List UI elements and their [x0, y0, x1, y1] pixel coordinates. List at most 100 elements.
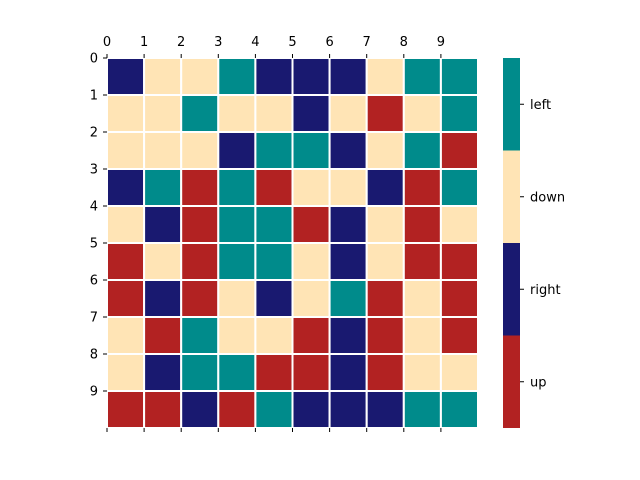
heatmap-cell-r9-c4	[254, 390, 294, 429]
heatmap-cell-r7-c1	[143, 316, 183, 355]
colorbar-label-up: up	[530, 375, 547, 390]
heatmap-cell-r4-c9	[439, 205, 479, 244]
heatmap-cell-r4-c2	[180, 205, 220, 244]
heatmap-cell-r1-c6	[328, 94, 368, 133]
x-tick-label: 1	[140, 35, 148, 50]
x-tick-label: 5	[288, 35, 296, 50]
heatmap-cell-r1-c1	[143, 94, 183, 133]
heatmap-cell-r5-c9	[439, 242, 479, 281]
heatmap-cell-r6-c5	[291, 279, 331, 318]
heatmap-cell-r4-c6	[328, 205, 368, 244]
heatmap-cell-r2-c7	[365, 131, 405, 170]
heatmap-cell-r9-c2	[180, 390, 220, 429]
heatmap-cell-r7-c7	[365, 316, 405, 355]
heatmap-cell-r7-c5	[291, 316, 331, 355]
heatmap-cell-r0-c1	[143, 57, 183, 96]
heatmap-cell-r2-c4	[254, 131, 294, 170]
heatmap-cell-r7-c3	[217, 316, 257, 355]
heatmap-cell-r5-c1	[143, 242, 183, 281]
heatmap-cells	[106, 57, 479, 429]
heatmap-cell-r3-c9	[439, 168, 479, 207]
heatmap-cell-r2-c0	[106, 131, 146, 170]
heatmap-cell-r2-c9	[439, 131, 479, 170]
y-tick-label: 1	[90, 89, 98, 104]
heatmap-cell-r4-c3	[217, 205, 257, 244]
heatmap-cell-r0-c6	[328, 57, 368, 96]
heatmap-cell-r0-c4	[254, 57, 294, 96]
heatmap-cell-r0-c0	[106, 57, 146, 96]
colorbar-legend: left down right up	[503, 58, 565, 428]
heatmap-cell-r7-c2	[180, 316, 220, 355]
x-tick-label: 2	[177, 35, 185, 50]
colorbar-segment-right	[503, 243, 520, 336]
heatmap-cell-r3-c2	[180, 168, 220, 207]
y-tick-label: 5	[90, 237, 98, 252]
heatmap-cell-r6-c6	[328, 279, 368, 318]
heatmap-cell-r2-c1	[143, 131, 183, 170]
heatmap-cell-r7-c0	[106, 316, 146, 355]
heatmap-cell-r1-c9	[439, 94, 479, 133]
heatmap-cell-r0-c8	[402, 57, 442, 96]
heatmap-cell-r5-c6	[328, 242, 368, 281]
heatmap-cell-r7-c6	[328, 316, 368, 355]
colorbar-segment-up	[503, 335, 520, 428]
heatmap-cell-r5-c3	[217, 242, 257, 281]
heatmap-cell-r6-c1	[143, 279, 183, 318]
heatmap-cell-r9-c0	[106, 390, 146, 429]
heatmap-cell-r3-c8	[402, 168, 442, 207]
heatmap-cell-r0-c7	[365, 57, 405, 96]
heatmap-cell-r1-c4	[254, 94, 294, 133]
heatmap-cell-r8-c4	[254, 353, 294, 392]
x-tick-label: 8	[400, 35, 408, 50]
heatmap-cell-r4-c5	[291, 205, 331, 244]
y-tick-label: 4	[90, 200, 98, 215]
heatmap-cell-r6-c0	[106, 279, 146, 318]
y-tick-label: 2	[90, 126, 98, 141]
heatmap-axes: 0 1 2 3 4 5 6 7 8 9 0 1 2 3 4 5 6 7 8 9	[90, 35, 445, 432]
heatmap-cell-r3-c0	[106, 168, 146, 207]
y-tick-label: 6	[90, 274, 98, 289]
heatmap-cell-r9-c5	[291, 390, 331, 429]
heatmap-cell-r3-c7	[365, 168, 405, 207]
heatmap-cell-r5-c4	[254, 242, 294, 281]
heatmap-cell-r7-c8	[402, 316, 442, 355]
colorbar-segment-left	[503, 58, 520, 151]
x-tick-label: 0	[103, 35, 111, 50]
heatmap-cell-r8-c8	[402, 353, 442, 392]
y-tick-label: 0	[90, 52, 98, 67]
heatmap-cell-r2-c5	[291, 131, 331, 170]
colorbar-label-down: down	[530, 190, 565, 205]
heatmap-cell-r3-c4	[254, 168, 294, 207]
heatmap-cell-r8-c9	[439, 353, 479, 392]
heatmap-cell-r9-c7	[365, 390, 405, 429]
heatmap-cell-r6-c8	[402, 279, 442, 318]
x-tick-label: 9	[437, 35, 445, 50]
heatmap-cell-r1-c0	[106, 94, 146, 133]
heatmap-cell-r1-c7	[365, 94, 405, 133]
y-tick-label: 3	[90, 163, 98, 178]
heatmap-cell-r5-c7	[365, 242, 405, 281]
x-tick-label: 6	[325, 35, 333, 50]
heatmap-cell-r1-c5	[291, 94, 331, 133]
heatmap-cell-r2-c3	[217, 131, 257, 170]
heatmap-cell-r2-c8	[402, 131, 442, 170]
heatmap-cell-r9-c3	[217, 390, 257, 429]
heatmap-cell-r4-c1	[143, 205, 183, 244]
x-tick-label: 3	[214, 35, 222, 50]
heatmap-cell-r4-c8	[402, 205, 442, 244]
heatmap-cell-r3-c3	[217, 168, 257, 207]
heatmap-cell-r1-c8	[402, 94, 442, 133]
heatmap-cell-r3-c6	[328, 168, 368, 207]
heatmap-cell-r6-c9	[439, 279, 479, 318]
heatmap-cell-r9-c1	[143, 390, 183, 429]
heatmap-cell-r3-c5	[291, 168, 331, 207]
heatmap-cell-r6-c7	[365, 279, 405, 318]
heatmap-cell-r6-c4	[254, 279, 294, 318]
heatmap-cell-r0-c3	[217, 57, 257, 96]
heatmap-cell-r8-c2	[180, 353, 220, 392]
heatmap-cell-r2-c2	[180, 131, 220, 170]
colorbar-segment-down	[503, 150, 520, 243]
heatmap-cell-r4-c0	[106, 205, 146, 244]
heatmap-cell-r7-c9	[439, 316, 479, 355]
